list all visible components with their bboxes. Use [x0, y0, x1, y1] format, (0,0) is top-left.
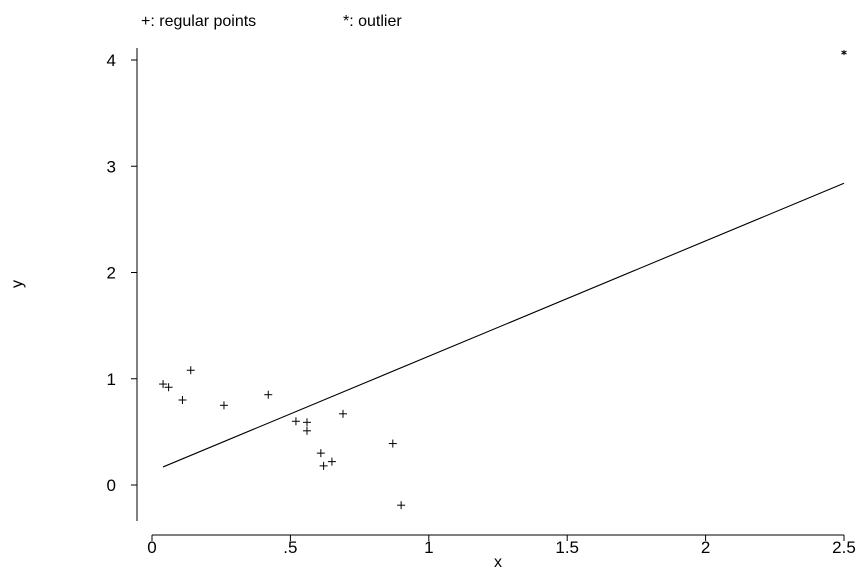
regular-point-marker	[327, 457, 336, 466]
y-tick-label-0: 0	[107, 476, 116, 495]
legend-outlier: *: outlier	[343, 13, 402, 30]
regular-point-marker	[219, 401, 228, 410]
legend: +: regular points *: outlier	[141, 13, 402, 30]
regular-point-marker	[164, 383, 173, 392]
regular-point-marker	[316, 449, 325, 458]
x-tick-label-0: 0	[147, 538, 156, 557]
regular-point-marker	[186, 366, 195, 375]
regular-point-marker	[397, 501, 406, 510]
y-axis-title: y	[9, 280, 26, 288]
regular-point-marker	[264, 390, 273, 399]
y-tick-label-3: 3	[107, 157, 116, 176]
outlier-point-marker	[841, 50, 847, 56]
x-axis-title: x	[494, 554, 502, 570]
regular-point-marker	[319, 461, 328, 470]
regular-point-marker	[291, 417, 300, 426]
fit-line-layer	[162, 182, 845, 468]
data-points	[159, 50, 847, 510]
x-tick-label-2-5: 2.5	[832, 538, 856, 557]
regular-point-marker	[303, 426, 312, 435]
x-axis-ticks: 0 .5 1 1.5 2 2.5	[147, 535, 856, 557]
y-tick-label-1: 1	[107, 370, 116, 389]
x-tick-label-2: 2	[701, 538, 710, 557]
fitted-line	[162, 182, 845, 468]
y-tick-label-2: 2	[107, 264, 116, 283]
regular-point-marker	[159, 380, 168, 389]
y-axis-ticks: 0 1 2 3 4	[107, 51, 137, 495]
y-tick-label-4: 4	[107, 51, 116, 70]
regular-point-marker	[388, 439, 397, 448]
regular-point-marker	[303, 418, 312, 427]
x-tick-label-5: .5	[283, 538, 297, 557]
x-tick-label-1: 1	[424, 538, 433, 557]
x-tick-label-1-5: 1.5	[555, 538, 579, 557]
regular-point-marker	[338, 409, 347, 418]
regular-point-marker	[178, 396, 187, 404]
legend-regular-points: +: regular points	[141, 13, 256, 30]
